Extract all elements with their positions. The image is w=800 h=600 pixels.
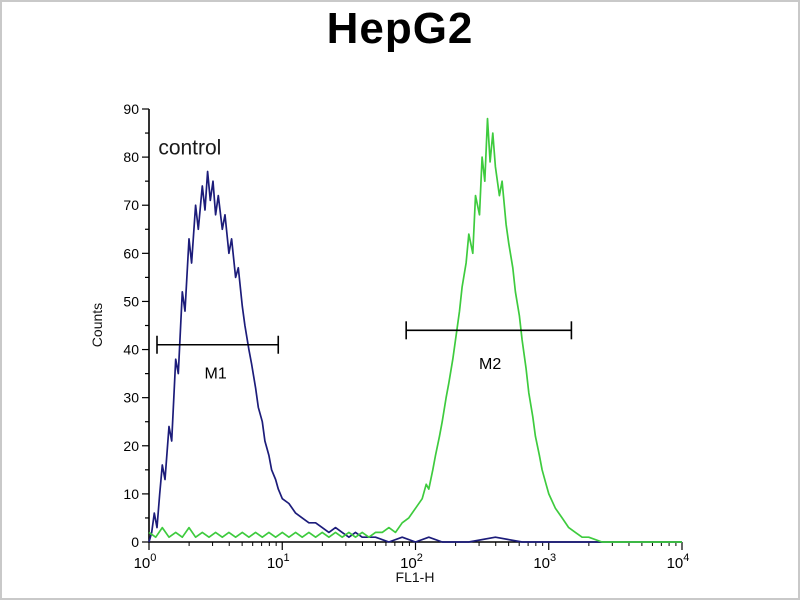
histogram-curve-control xyxy=(148,170,682,543)
y-tick-label: 90 xyxy=(123,101,139,117)
chart-title: HepG2 xyxy=(326,4,474,53)
y-tick-label: 60 xyxy=(123,245,139,261)
y-tick-label: 80 xyxy=(123,149,139,165)
annotation-control: control xyxy=(158,137,221,160)
y-tick-label: 30 xyxy=(123,390,139,406)
x-tick-label: 100 xyxy=(134,552,157,572)
y-tick-label: 10 xyxy=(123,486,139,502)
axes xyxy=(148,109,682,543)
gate-label-m1: M1 xyxy=(205,365,227,382)
gate-label-m2: M2 xyxy=(479,356,501,373)
x-tick-label: 104 xyxy=(667,552,690,572)
x-tick-label: 101 xyxy=(267,552,290,572)
x-tick-label: 103 xyxy=(533,552,556,572)
y-tick-label: 40 xyxy=(123,342,139,358)
y-axis-title: Counts xyxy=(89,303,105,347)
histogram-curve-stained xyxy=(148,117,682,543)
y-tick-label: 50 xyxy=(123,293,139,309)
x-axis-title: FL1-H xyxy=(396,569,435,585)
y-tick-label: 20 xyxy=(123,438,139,454)
y-tick-label: 0 xyxy=(131,534,139,550)
y-tick-label: 70 xyxy=(123,197,139,213)
